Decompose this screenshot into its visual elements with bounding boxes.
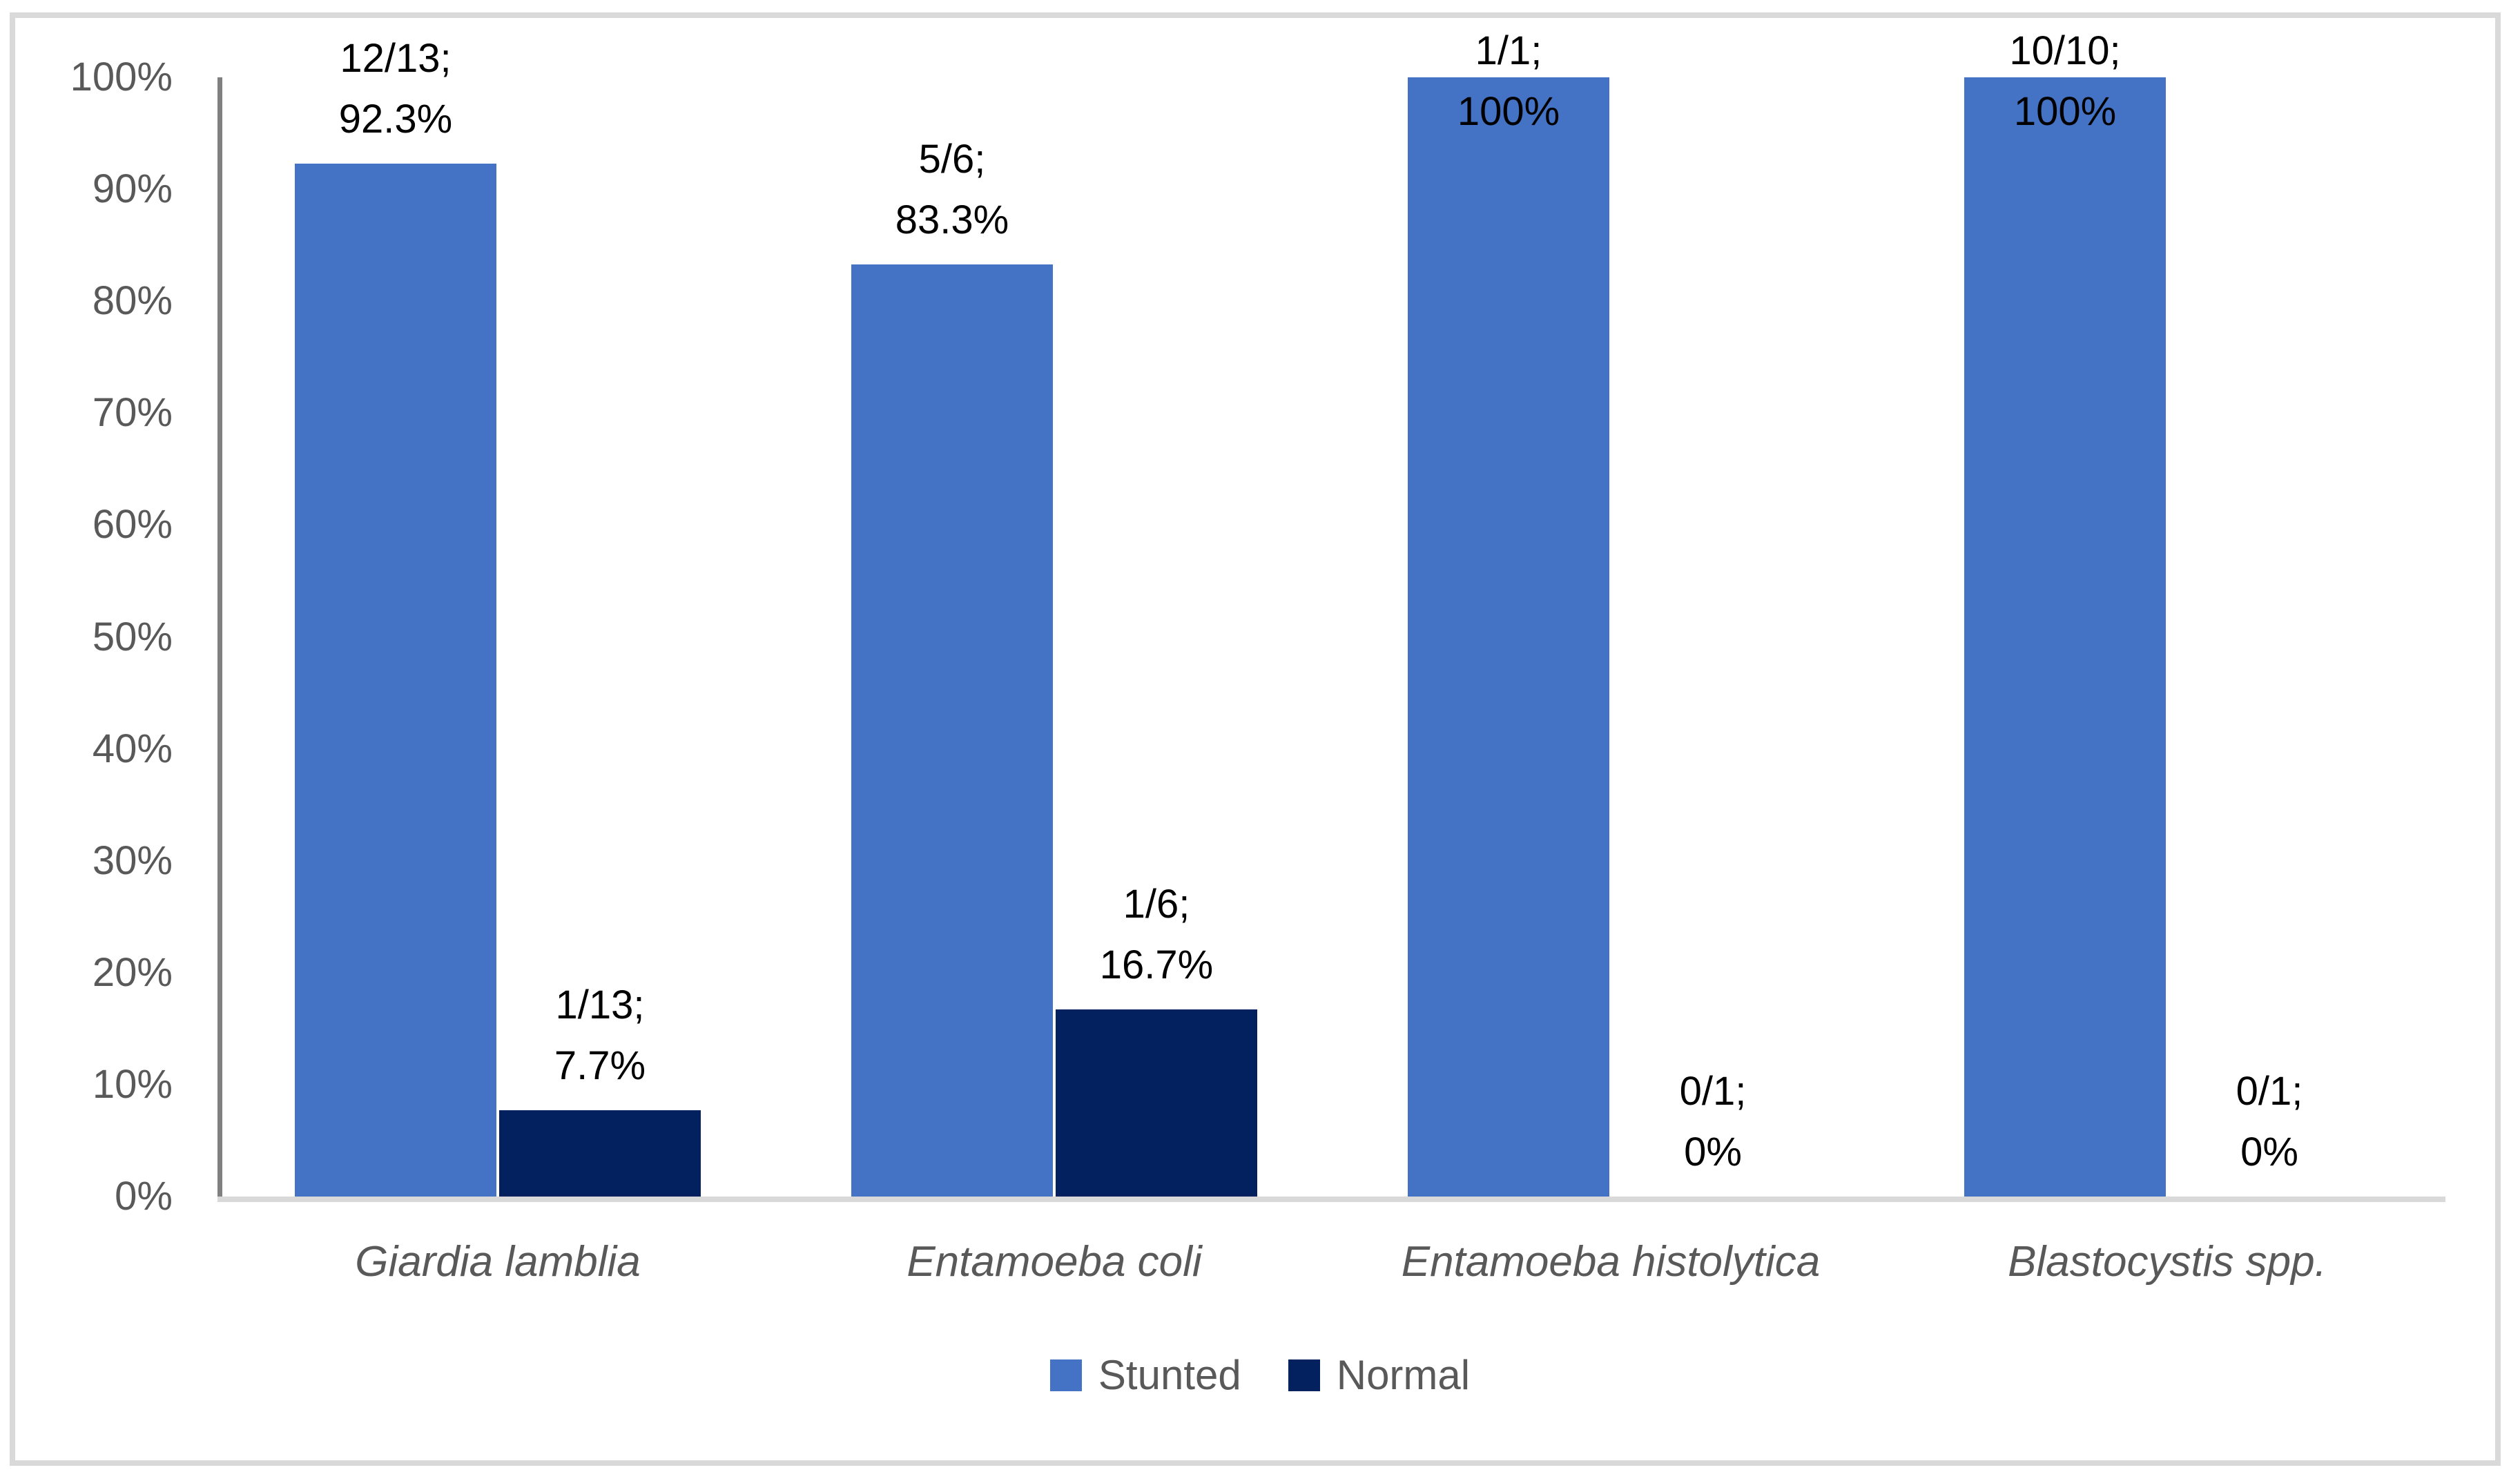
data-label-stunted-entamoeba-histolytica: 1/1; 100% <box>1457 28 1560 134</box>
y-axis-line <box>217 77 222 1202</box>
legend-swatch-stunted <box>1049 1359 1082 1391</box>
y-axis-tick-label-90: 90% <box>92 166 173 211</box>
legend-swatch-normal <box>1288 1359 1320 1391</box>
data-label-normal-entamoeba-histolytica: 0/1; 0% <box>1679 1069 1747 1174</box>
y-axis-tick-label-10: 10% <box>92 1062 173 1107</box>
legend-label-normal: Normal <box>1336 1352 1471 1398</box>
y-axis-tick-label-30: 30% <box>92 838 173 883</box>
data-label-normal-giardia-lamblia: 1/13; 7.7% <box>554 983 646 1088</box>
y-axis-tick-label-40: 40% <box>92 726 173 771</box>
y-axis-tick-label-100: 100% <box>70 55 173 99</box>
legend-item-normal: Normal <box>1288 1355 1470 1396</box>
category-label-giardia-lamblia: Giardia lamblia <box>355 1238 641 1286</box>
bar-stunted-giardia-lamblia <box>295 164 496 1197</box>
category-label-entamoeba-histolytica: Entamoeba histolytica <box>1401 1238 1821 1286</box>
bar-stunted-entamoeba-coli <box>851 264 1053 1197</box>
y-axis-tick-label-80: 80% <box>92 278 173 323</box>
y-axis-tick-label-60: 60% <box>92 502 173 547</box>
legend: Stunted Normal <box>0 1355 2520 1396</box>
y-axis-tick-label-0: 0% <box>115 1174 173 1219</box>
x-axis-line <box>217 1197 2445 1202</box>
data-label-normal-entamoeba-coli: 1/6; 16.7% <box>1099 882 1214 987</box>
data-label-stunted-entamoeba-coli: 5/6; 83.3% <box>895 137 1009 242</box>
bar-stunted-blastocystis-spp <box>1964 77 2166 1197</box>
bar-stunted-entamoeba-histolytica <box>1408 77 1609 1197</box>
data-label-stunted-blastocystis-spp: 10/10; 100% <box>2009 28 2121 134</box>
y-axis-tick-label-20: 20% <box>92 950 173 995</box>
data-label-normal-blastocystis-spp: 0/1; 0% <box>2236 1069 2303 1174</box>
data-label-stunted-giardia-lamblia: 12/13; 92.3% <box>338 36 453 142</box>
category-label-blastocystis-spp: Blastocystis spp. <box>2008 1238 2327 1286</box>
category-label-entamoeba-coli: Entamoeba coli <box>907 1238 1202 1286</box>
bar-normal-entamoeba-coli <box>1056 1009 1257 1197</box>
legend-label-stunted: Stunted <box>1098 1352 1241 1398</box>
bar-normal-giardia-lamblia <box>499 1110 701 1197</box>
legend-item-stunted: Stunted <box>1049 1352 1241 1398</box>
y-axis-tick-label-70: 70% <box>92 390 173 435</box>
y-axis-tick-label-50: 50% <box>92 614 173 659</box>
